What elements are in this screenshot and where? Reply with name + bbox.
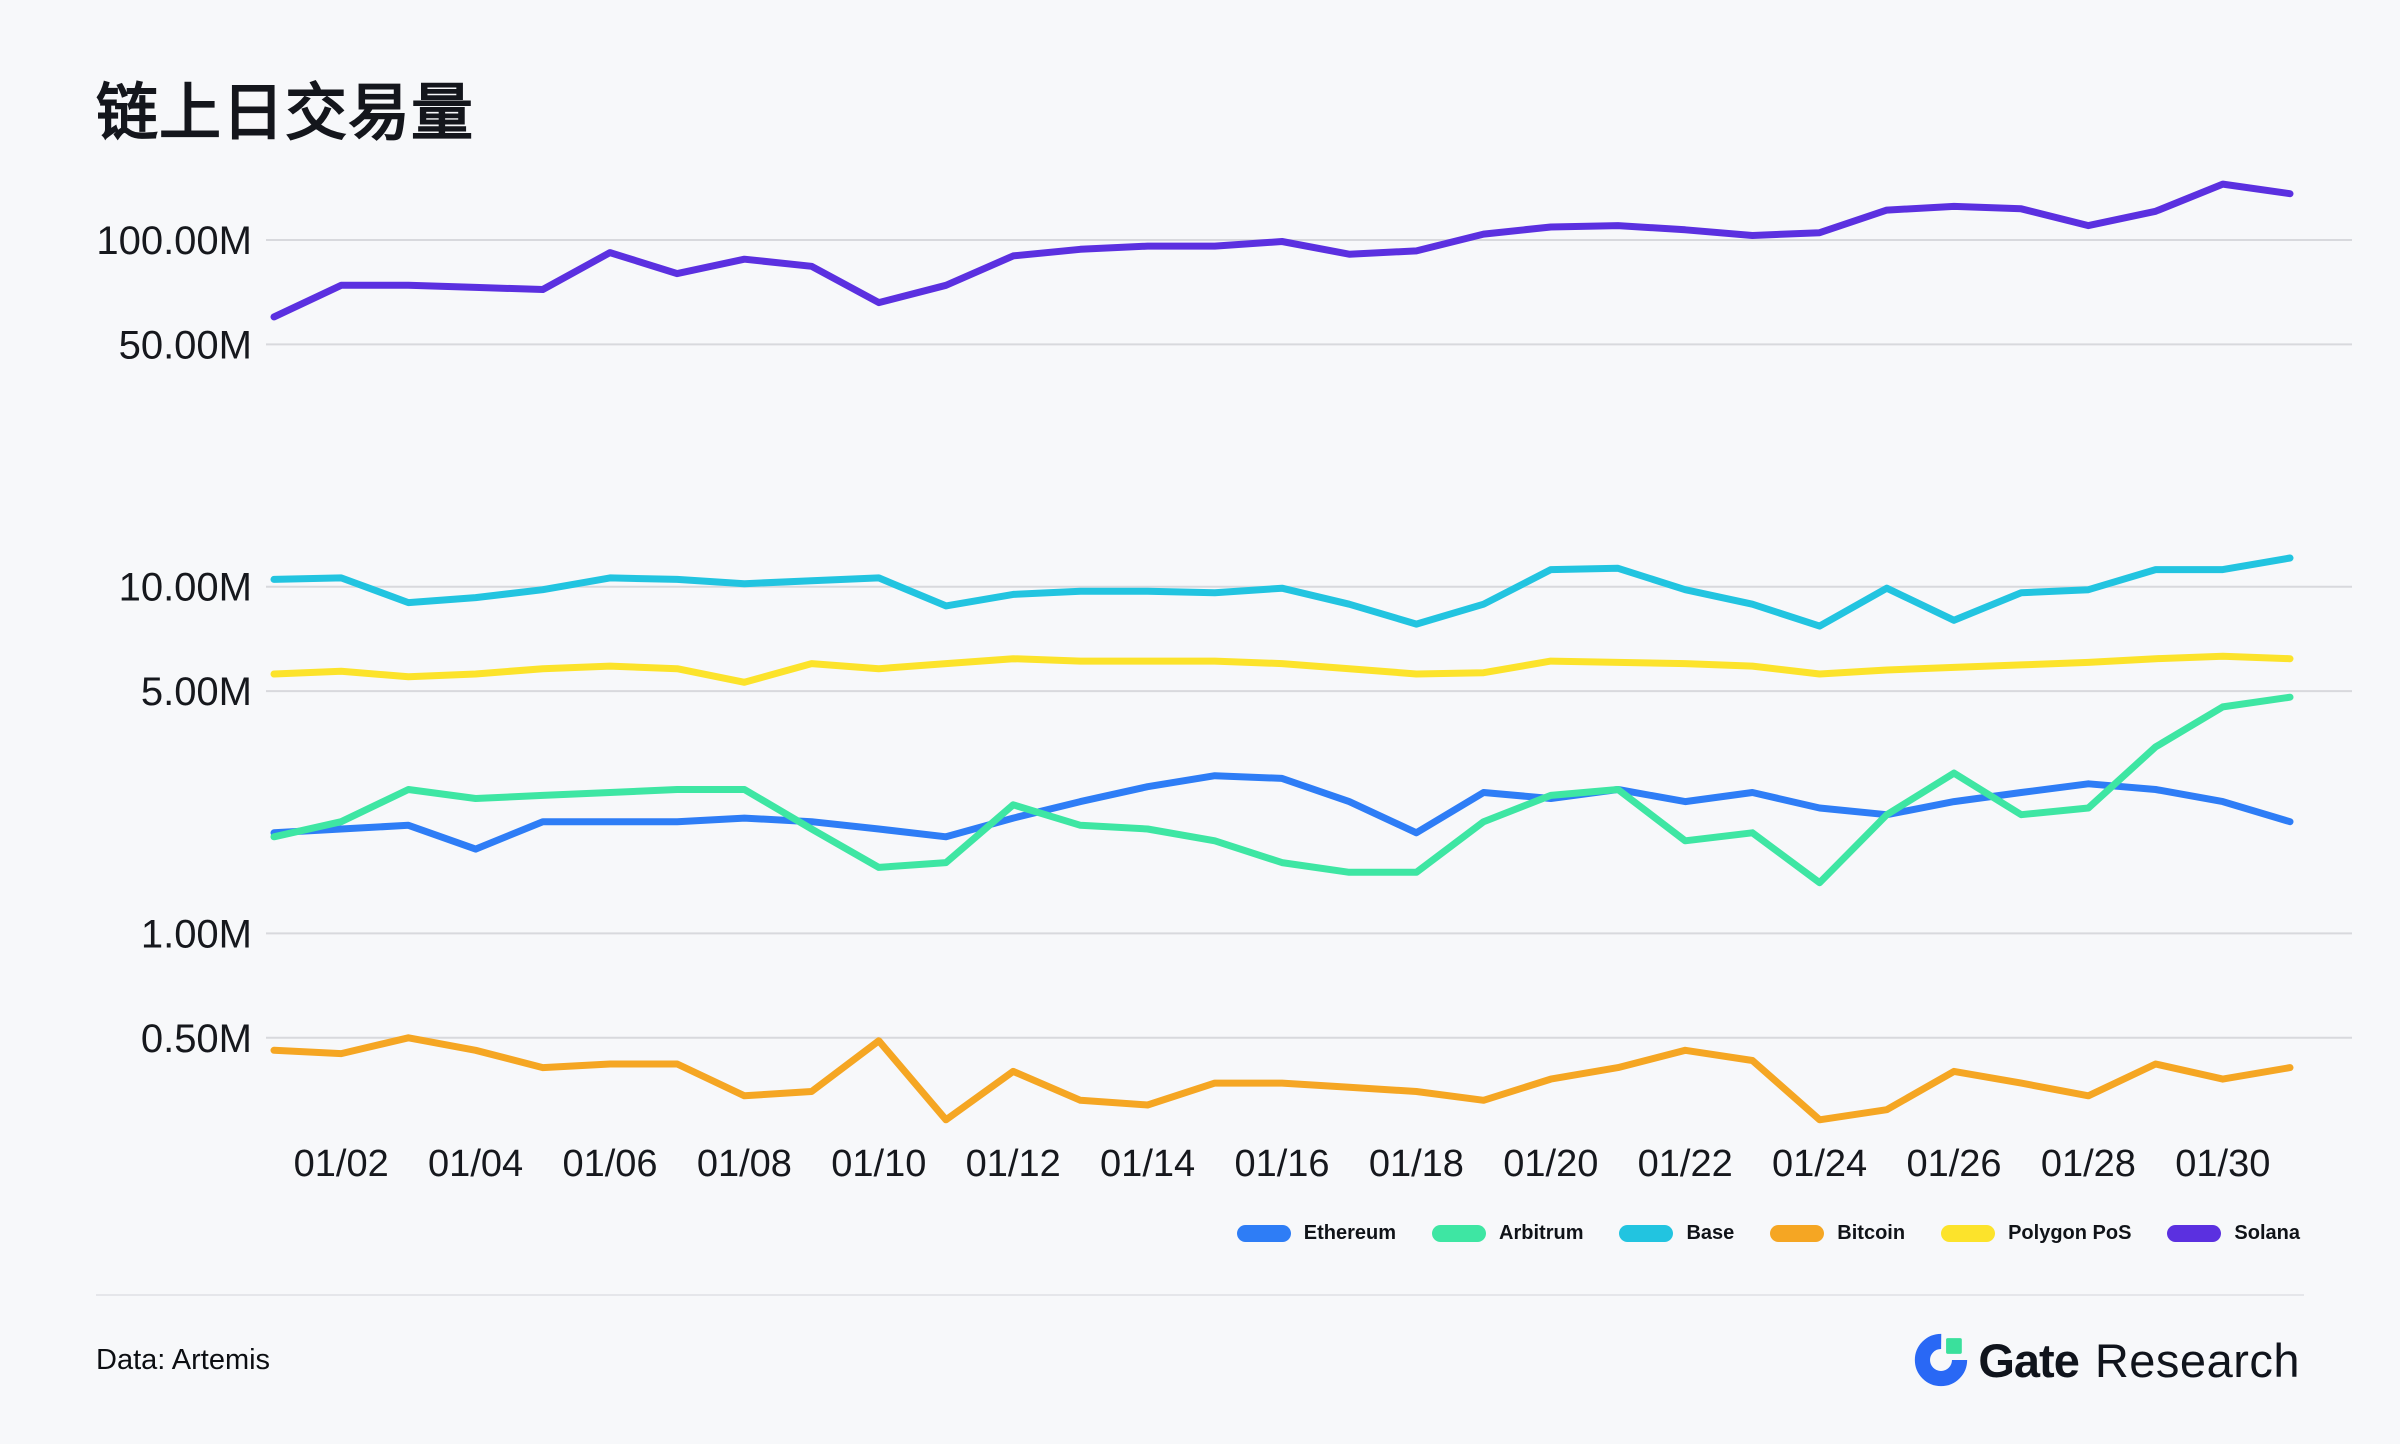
y-axis-tick-label: 5.00M	[141, 670, 252, 714]
x-axis-tick-label: 01/28	[2041, 1143, 2136, 1185]
legend-label: Ethereum	[1303, 1221, 1397, 1244]
legend-label: Bitcoin	[1837, 1221, 1906, 1244]
x-axis-tick-label: 01/06	[562, 1143, 657, 1185]
x-axis-tick-label: 01/16	[1234, 1143, 1329, 1185]
series-line-arbitrum	[270, 693, 2294, 887]
legend-swatch-icon	[1770, 1224, 1825, 1242]
brand-name-bold: Gate	[1978, 1333, 2079, 1387]
legend-item-base[interactable]: Base	[1619, 1222, 1734, 1245]
gate-research-logo: Gate Research	[1914, 1330, 2300, 1390]
y-axis-tick-label: 50.00M	[119, 323, 252, 367]
x-axis-tick-label: 01/02	[294, 1143, 389, 1185]
y-axis-tick-label: 100.00M	[96, 219, 252, 263]
legend-item-ethereum[interactable]: Ethereum	[1236, 1221, 1397, 1245]
x-axis-tick-label: 01/20	[1503, 1143, 1598, 1185]
x-axis-tick-label: 01/18	[1369, 1143, 1464, 1185]
y-axis-tick-label: 1.00M	[141, 912, 252, 956]
series-line-bitcoin	[270, 1034, 2294, 1124]
legend-label: Polygon PoS	[2008, 1221, 2132, 1244]
legend-swatch-icon	[1236, 1224, 1291, 1242]
legend-swatch-icon	[1619, 1224, 1674, 1242]
footer-divider	[96, 1294, 2304, 1296]
x-axis-tick-label: 01/14	[1100, 1143, 1195, 1185]
x-axis-tick-label: 01/26	[1906, 1143, 2001, 1185]
legend-label: Solana	[2234, 1221, 2300, 1244]
chart-title: 链上日交易量	[96, 79, 475, 148]
x-axis-tick-label: 01/04	[428, 1143, 523, 1185]
legend-swatch-icon	[2167, 1224, 2222, 1242]
x-axis-tick-label: 01/30	[2175, 1143, 2270, 1185]
x-axis-tick-label: 01/24	[1772, 1143, 1867, 1185]
legend-swatch-icon	[1941, 1224, 1996, 1242]
legend-item-polygon-pos[interactable]: Polygon PoS	[1941, 1222, 2131, 1245]
legend-label: Base	[1686, 1221, 1735, 1244]
legend-item-arbitrum[interactable]: Arbitrum	[1432, 1222, 1583, 1245]
x-axis-tick-label: 01/08	[697, 1143, 792, 1185]
legend-label: Arbitrum	[1499, 1221, 1584, 1244]
brand-name-light: Research	[2094, 1333, 2300, 1387]
legend-item-solana[interactable]: Solana	[2167, 1222, 2300, 1245]
chart-legend: Ethereum Arbitrum Base Bitcoin Polygon PoS So…	[1236, 1215, 2300, 1251]
y-axis-tick-label: 10.00M	[119, 566, 252, 610]
series-line-polygon-pos	[270, 652, 2294, 686]
x-axis-tick-label: 01/22	[1638, 1143, 1733, 1185]
data-source-label: Data: Artemis	[96, 1344, 271, 1376]
gate-logo-icon	[1915, 1333, 1968, 1387]
legend-swatch-icon	[1432, 1224, 1487, 1242]
y-axis-tick-label: 0.50M	[141, 1017, 252, 1061]
series-line-base	[270, 554, 2294, 630]
x-axis-tick-label: 01/10	[831, 1143, 926, 1185]
legend-item-bitcoin[interactable]: Bitcoin	[1770, 1222, 1905, 1245]
series-line-ethereum	[270, 772, 2294, 853]
x-axis-tick-label: 01/12	[966, 1143, 1061, 1185]
series-line-solana	[270, 180, 2294, 321]
